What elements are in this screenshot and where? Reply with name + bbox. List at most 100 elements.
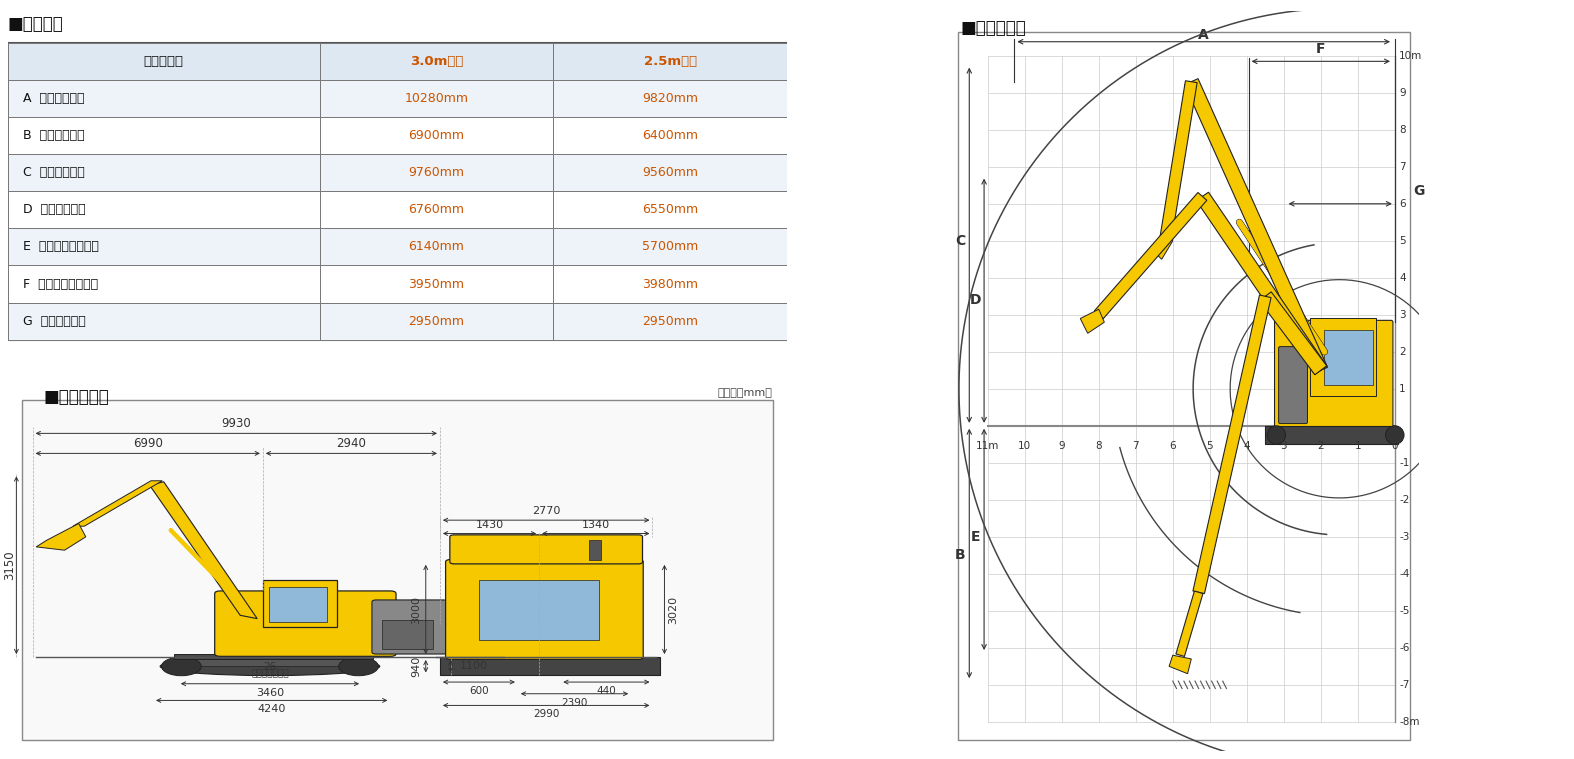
Text: -7: -7 <box>1399 680 1410 690</box>
Text: E: E <box>971 530 981 543</box>
Text: 3460: 3460 <box>257 688 283 698</box>
Text: G  后端回旋半径: G 后端回旋半径 <box>24 314 87 328</box>
Text: 9760mm: 9760mm <box>408 166 464 179</box>
Text: 履带齿距地高度: 履带齿距地高度 <box>252 669 288 679</box>
Text: D: D <box>970 293 982 307</box>
Bar <box>8 154 320 191</box>
Polygon shape <box>72 480 162 526</box>
Bar <box>320 154 554 191</box>
Text: 3020: 3020 <box>669 596 678 624</box>
Bar <box>263 580 337 627</box>
Text: 3150: 3150 <box>3 550 16 580</box>
Text: C  最大挖掘高度: C 最大挖掘高度 <box>24 166 85 179</box>
Text: 4: 4 <box>1399 272 1406 283</box>
Text: 6550mm: 6550mm <box>642 203 699 216</box>
Bar <box>320 117 554 154</box>
Text: 7: 7 <box>1399 162 1406 172</box>
Bar <box>1324 329 1373 385</box>
Bar <box>441 657 660 676</box>
Text: 2.5m小臂: 2.5m小臂 <box>644 55 697 68</box>
Text: -3: -3 <box>1399 532 1410 542</box>
Text: 6760mm: 6760mm <box>408 203 464 216</box>
FancyBboxPatch shape <box>214 591 397 657</box>
Text: 0: 0 <box>1391 440 1398 451</box>
Text: 3000: 3000 <box>411 596 422 624</box>
Text: 7: 7 <box>1132 440 1140 451</box>
Polygon shape <box>1259 292 1327 375</box>
Text: 6: 6 <box>1399 199 1406 209</box>
Text: -6: -6 <box>1399 643 1410 653</box>
Text: 2940: 2940 <box>337 437 367 450</box>
Text: G: G <box>1413 184 1424 198</box>
Text: B: B <box>955 548 965 562</box>
Text: 3: 3 <box>1281 440 1288 451</box>
Text: 2950mm: 2950mm <box>642 314 699 328</box>
Circle shape <box>338 657 378 676</box>
Polygon shape <box>1176 591 1203 657</box>
Text: 600: 600 <box>469 686 488 697</box>
Bar <box>175 653 373 659</box>
Bar <box>8 191 320 228</box>
Bar <box>554 266 787 303</box>
Text: 440: 440 <box>597 686 617 697</box>
Polygon shape <box>1193 295 1272 594</box>
Text: 4240: 4240 <box>258 704 286 714</box>
Ellipse shape <box>1267 426 1286 444</box>
Bar <box>8 117 320 154</box>
Text: -2: -2 <box>1399 495 1410 505</box>
Text: ■作业范围图: ■作业范围图 <box>960 19 1026 36</box>
FancyBboxPatch shape <box>371 600 447 654</box>
Text: 5: 5 <box>1207 440 1214 451</box>
Ellipse shape <box>1385 426 1404 444</box>
Text: ■外形尺寸图: ■外形尺寸图 <box>44 389 109 406</box>
Text: 2950mm: 2950mm <box>408 314 464 328</box>
FancyBboxPatch shape <box>445 559 644 660</box>
Ellipse shape <box>161 657 379 676</box>
Text: 10: 10 <box>1018 440 1031 451</box>
Text: E  最大垂直挖掘深度: E 最大垂直挖掘深度 <box>24 241 99 254</box>
Polygon shape <box>150 482 257 619</box>
Text: 4: 4 <box>1243 440 1250 451</box>
Bar <box>320 266 554 303</box>
Circle shape <box>162 657 201 676</box>
Text: 9: 9 <box>1399 88 1406 98</box>
Polygon shape <box>1094 193 1207 319</box>
Text: 2: 2 <box>1317 440 1324 451</box>
Text: -5: -5 <box>1399 606 1410 616</box>
Text: -4: -4 <box>1399 568 1410 579</box>
Text: F  最小前部旋转半径: F 最小前部旋转半径 <box>24 278 99 291</box>
Text: 3950mm: 3950mm <box>408 278 464 291</box>
Bar <box>320 43 554 80</box>
FancyBboxPatch shape <box>450 535 642 564</box>
Text: 11m: 11m <box>976 440 999 451</box>
Text: 6140mm: 6140mm <box>409 241 464 254</box>
Bar <box>320 228 554 266</box>
Bar <box>320 303 554 339</box>
FancyBboxPatch shape <box>1278 347 1308 424</box>
Text: 9560mm: 9560mm <box>642 166 699 179</box>
Bar <box>589 540 601 560</box>
Bar <box>554 191 787 228</box>
Bar <box>8 266 320 303</box>
Text: 1100: 1100 <box>460 661 488 672</box>
Polygon shape <box>1151 237 1173 260</box>
Text: 6: 6 <box>1169 440 1176 451</box>
Polygon shape <box>36 524 85 550</box>
Text: A  最大挖掘半径: A 最大挖掘半径 <box>24 93 85 106</box>
Polygon shape <box>1160 80 1198 242</box>
Text: 1: 1 <box>1355 440 1362 451</box>
Text: 2990: 2990 <box>534 710 559 720</box>
Bar <box>382 620 433 649</box>
Bar <box>8 228 320 266</box>
Text: 3: 3 <box>1399 310 1406 320</box>
Text: 2: 2 <box>1399 347 1406 357</box>
Text: C: C <box>955 234 965 247</box>
Bar <box>8 303 320 339</box>
Polygon shape <box>1169 655 1192 674</box>
Polygon shape <box>1080 309 1105 333</box>
Text: 26: 26 <box>263 662 277 672</box>
Bar <box>8 80 320 117</box>
Bar <box>554 80 787 117</box>
Bar <box>554 43 787 80</box>
Text: 2390: 2390 <box>562 698 587 707</box>
